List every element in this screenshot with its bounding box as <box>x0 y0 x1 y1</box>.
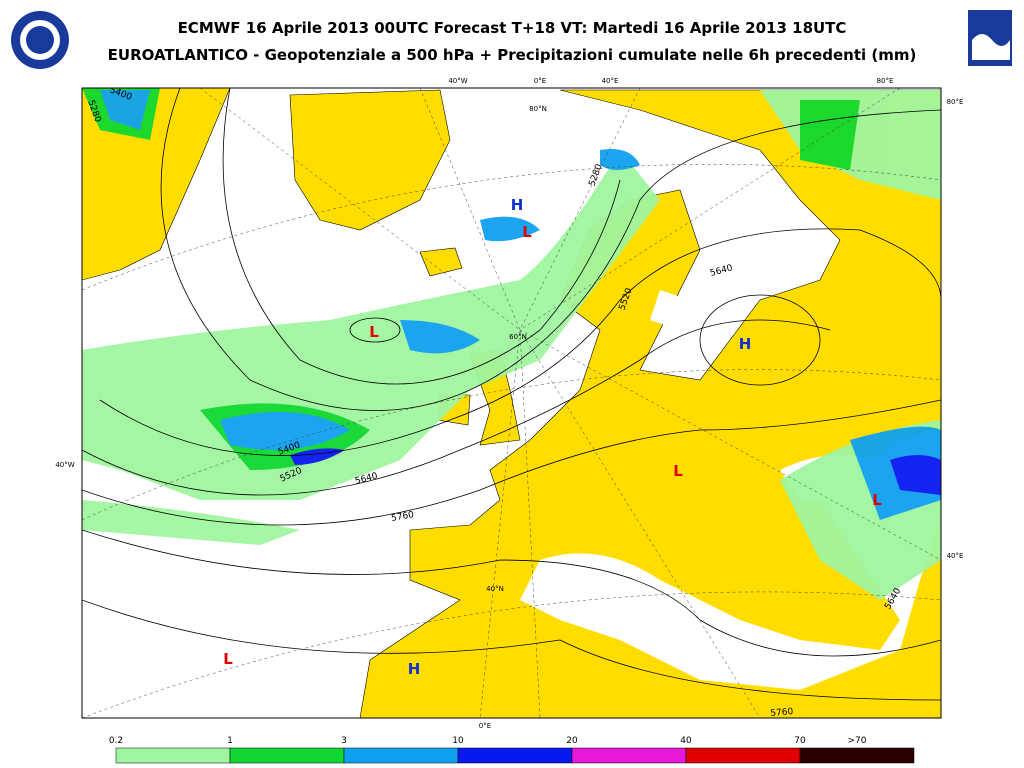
grid-labels: 40°W 0°E 40°E 80°E 80°E 40°E 40°W 0°E <box>55 77 963 730</box>
colorbar-swatch <box>685 747 801 764</box>
colorbar-swatch <box>343 747 459 764</box>
colorbar-swatch <box>115 747 231 764</box>
graticule <box>82 88 941 718</box>
colorbar-label: 20 <box>566 736 578 746</box>
colorbar: 0.2 1 3 10 20 40 70 >70 <box>109 736 915 764</box>
land <box>82 88 941 718</box>
colorbar-label: 70 <box>794 736 806 746</box>
pressure-center: H <box>511 196 524 214</box>
grid-label: 40°W <box>55 461 74 469</box>
grid-label: 80°E <box>877 77 894 85</box>
precipitation <box>82 88 941 600</box>
grid-label: 0°E <box>479 722 491 730</box>
grid-label: 60°N <box>509 333 527 341</box>
colorbar-swatch <box>571 747 687 764</box>
grid-label: 80°E <box>947 98 964 106</box>
pressure-center: L <box>673 462 683 480</box>
colorbar-label: 1 <box>227 736 233 746</box>
pressure-center: H <box>408 660 421 678</box>
colorbar-label: 3 <box>341 736 347 746</box>
contour-label: 5760 <box>770 707 794 719</box>
colorbar-label: 40 <box>680 736 692 746</box>
grid-label: 40°E <box>947 552 964 560</box>
pressure-center: H <box>739 335 752 353</box>
grid-label: 80°N <box>529 105 547 113</box>
pressure-center: L <box>369 323 379 341</box>
logo-right <box>968 10 1012 66</box>
pressure-center: L <box>872 491 882 509</box>
contours <box>82 88 941 701</box>
grid-label: 40°N <box>486 585 504 593</box>
title: ECMWF 16 Aprile 2013 00UTC Forecast T+18… <box>178 19 847 37</box>
contour-label: 5760 <box>391 510 416 524</box>
colorbar-label: >70 <box>848 736 867 746</box>
pressure-center: L <box>223 650 233 668</box>
colorbar-label: 10 <box>452 736 464 746</box>
grid-label: 0°E <box>534 77 546 85</box>
pressure-center: L <box>522 223 532 241</box>
colorbar-label: 0.2 <box>109 736 123 746</box>
logo-left <box>11 11 69 69</box>
colorbar-swatch <box>799 747 915 764</box>
colorbar-swatch <box>457 747 573 764</box>
colorbar-swatch <box>229 747 345 764</box>
map: 80°N60°N40°N5400528052805640552054005520… <box>55 77 963 730</box>
grid-label: 40°E <box>602 77 619 85</box>
grid-label: 40°W <box>448 77 467 85</box>
subtitle: EUROATLANTICO - Geopotenziale a 500 hPa … <box>108 46 917 64</box>
